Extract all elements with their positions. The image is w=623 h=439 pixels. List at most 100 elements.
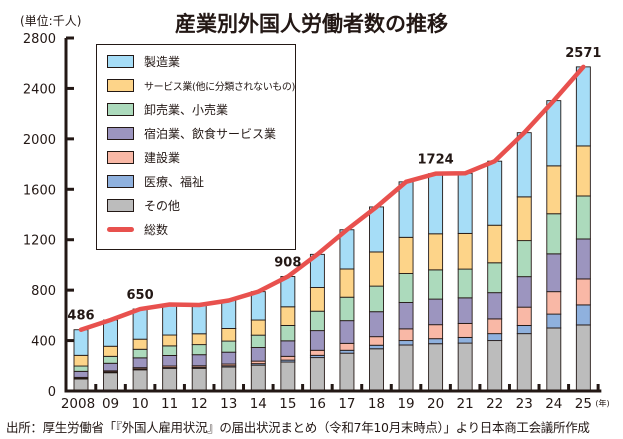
- bar-segment: [546, 313, 562, 329]
- bar-segment: [103, 345, 119, 357]
- bar-segment: [516, 306, 532, 326]
- legend-item-construction: 建設業: [107, 149, 180, 165]
- bar-segment: [516, 333, 532, 392]
- x-tick-label: 25: [575, 396, 592, 412]
- bar-segment: [191, 354, 207, 367]
- bar-stack-25: [575, 66, 591, 392]
- legend-item-total: 総数: [107, 221, 168, 237]
- x-tick-label: 17: [338, 396, 355, 412]
- bar-segment: [487, 333, 503, 342]
- bar-segment: [546, 165, 562, 215]
- bar-segment: [280, 340, 296, 357]
- bar-stack-20: [428, 173, 444, 392]
- bar-segment: [250, 291, 266, 321]
- bar-segment: [398, 340, 414, 346]
- x-tick-label: 15: [279, 396, 296, 412]
- legend-label: サービス業(他に分類されないもの): [144, 81, 296, 93]
- bar-segment: [457, 172, 473, 234]
- total-data-label: 1724: [418, 153, 454, 168]
- x-tick-label: 22: [486, 396, 503, 412]
- bar-segment: [487, 160, 503, 226]
- x-tick-label: 20: [427, 396, 444, 412]
- bar-segment: [280, 306, 296, 326]
- bar-segment: [132, 348, 148, 359]
- bar-segment: [457, 268, 473, 299]
- y-tick-label: 1600: [23, 183, 56, 198]
- bar-stack-19: [398, 181, 414, 392]
- bar-segment: [546, 253, 562, 293]
- bar-segment: [516, 132, 532, 198]
- bar-segment: [428, 173, 444, 235]
- legend-swatch: [107, 54, 134, 68]
- bar-segment: [191, 344, 207, 356]
- bar-segment: [162, 334, 178, 347]
- legend-item-manufacturing: 製造業: [107, 53, 180, 69]
- bar-segment: [221, 300, 237, 329]
- bar-stack-21: [457, 172, 473, 392]
- total-data-label: 486: [67, 309, 94, 324]
- bar-segment: [191, 333, 207, 346]
- bar-segment: [162, 345, 178, 356]
- bar-segment: [339, 342, 355, 351]
- bar-segment: [575, 304, 591, 326]
- bar-segment: [428, 343, 444, 392]
- bar-segment: [369, 285, 384, 313]
- x-tick-label: 19: [397, 396, 414, 412]
- stacked-bar-chart: 0 400 800 1200 1600 2000 2400 2800 2008 09 10 11 12 1…: [23, 32, 610, 412]
- bar-segment: [398, 328, 414, 342]
- bar-segment: [457, 336, 473, 344]
- x-tick-label: 09: [102, 396, 119, 412]
- bar-segment: [487, 292, 503, 320]
- legend-item-services: サービス業(他に分類されないもの): [107, 77, 295, 93]
- total-line: [78, 64, 586, 332]
- bar-segment: [546, 327, 562, 392]
- bar-segment: [398, 344, 414, 392]
- legend-swatch: [107, 102, 134, 116]
- bar-segment: [487, 318, 503, 335]
- bar-segment: [369, 336, 384, 346]
- bar-segment: [487, 340, 503, 392]
- bar-segment: [516, 276, 532, 308]
- y-tick-label: 2800: [23, 32, 56, 47]
- y-tick-label: 2000: [23, 133, 56, 148]
- bar-segment: [103, 372, 119, 392]
- bar-segment: [428, 338, 444, 345]
- chart-title: 産業別外国人労働者数の推移: [175, 12, 448, 36]
- bar-segment: [546, 213, 562, 255]
- bar-stack-14: [250, 291, 266, 392]
- bar-stack-16: [309, 253, 325, 392]
- bar-stack-17: [339, 229, 355, 392]
- bar-segment: [457, 297, 473, 324]
- legend-label: 製造業: [144, 54, 181, 69]
- x-tick-label: 13: [220, 396, 237, 412]
- axes-layer: 0 400 800 1200 1600 2000 2400 2800 2008 09 10 11 12 1…: [23, 32, 610, 412]
- bar-segment: [250, 319, 266, 336]
- legend-swatch: [107, 198, 134, 212]
- legend-line-swatch: [107, 226, 134, 232]
- bar-segment: [221, 340, 237, 353]
- bar-segment: [250, 347, 266, 362]
- bar-segment: [575, 278, 591, 306]
- labels-layer: 486 650 908 1724 2571: [67, 46, 601, 324]
- bar-segment: [428, 324, 444, 340]
- bar-segment: [575, 145, 591, 197]
- bar-segment: [162, 304, 178, 336]
- legend-swatch: [107, 78, 134, 92]
- bar-segment: [309, 287, 325, 312]
- bar-segment: [280, 355, 296, 361]
- bar-segment: [339, 296, 355, 322]
- bar-segment: [575, 66, 591, 147]
- bar-segment: [132, 357, 148, 369]
- bar-stack-2008: [73, 329, 89, 392]
- total-line-layer: [78, 64, 586, 332]
- legend-item-accommodation-food: 宿泊業、飲食サービス業: [107, 125, 276, 141]
- legend-item-other: その他: [107, 197, 180, 213]
- x-tick-label: 11: [161, 396, 178, 412]
- bar-stack-24: [546, 100, 562, 392]
- bar-segment: [103, 362, 119, 372]
- bar-segment: [428, 298, 444, 326]
- bar-segment: [339, 268, 355, 298]
- bar-stack-18: [369, 206, 384, 392]
- total-data-label: 650: [127, 288, 154, 303]
- bar-segment: [339, 320, 355, 344]
